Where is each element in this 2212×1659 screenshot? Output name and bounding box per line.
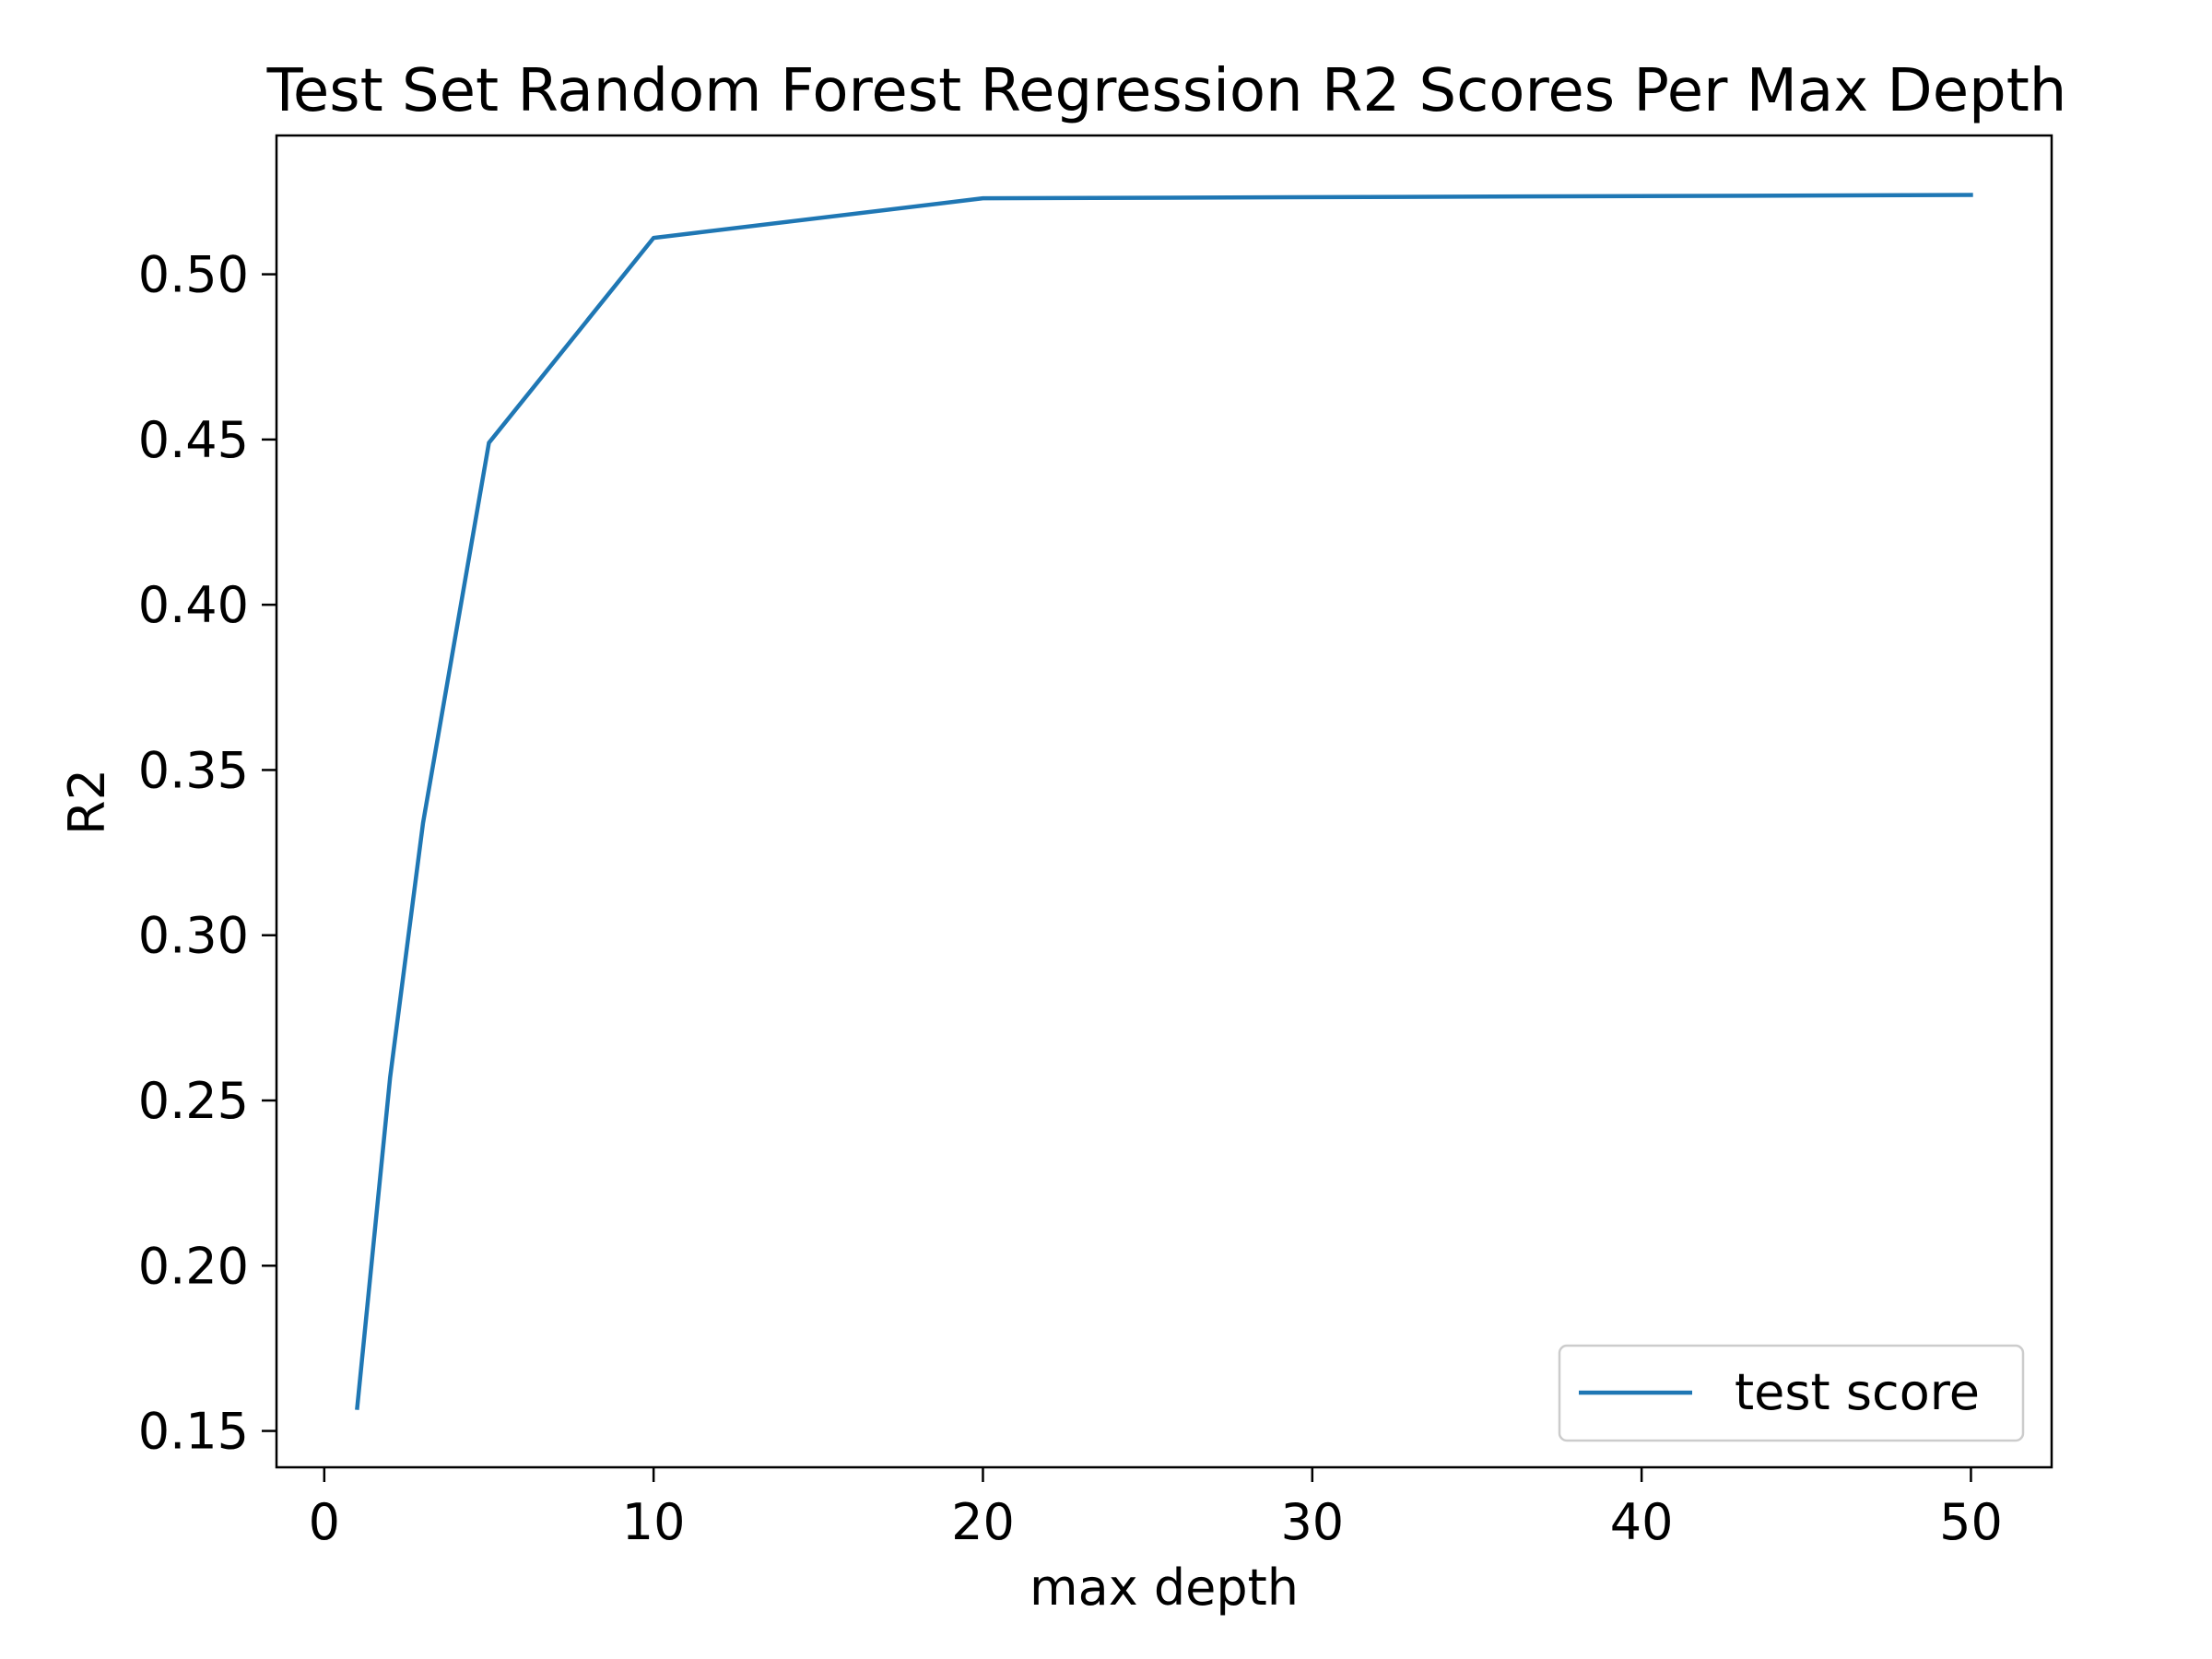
series-layer xyxy=(355,193,1973,1410)
y-tick-label-0.30: 0.30 xyxy=(138,907,249,965)
y-tick-label-0.20: 0.20 xyxy=(138,1237,249,1295)
x-tick-label-50: 50 xyxy=(1939,1493,2003,1551)
legend-label-test-score: test score xyxy=(1735,1363,1980,1421)
plot-area-frame xyxy=(275,134,2053,1469)
y-axis-ticks: 0.15 0.20 0.25 0.30 0.35 0.40 0.45 0.50 xyxy=(138,246,276,1461)
legend: test score xyxy=(1558,1344,2025,1442)
x-tick-label-40: 40 xyxy=(1610,1493,1674,1551)
y-tick-label-0.15: 0.15 xyxy=(138,1403,249,1461)
y-tick-label-0.40: 0.40 xyxy=(138,576,249,634)
x-tick-label-20: 20 xyxy=(951,1493,1015,1551)
x-tick-label-10: 10 xyxy=(622,1493,686,1551)
chart-title: Test Set Random Forest Regression R2 Sco… xyxy=(266,57,2067,125)
legend-box xyxy=(1558,1344,2025,1442)
x-tick-label-30: 30 xyxy=(1280,1493,1344,1551)
x-axis-ticks: 0 10 20 30 40 50 xyxy=(309,1467,2003,1551)
x-axis-label: max depth xyxy=(1030,1559,1299,1617)
y-tick-label-0.35: 0.35 xyxy=(138,741,249,799)
y-tick-label-0.45: 0.45 xyxy=(138,411,249,469)
y-tick-label-0.25: 0.25 xyxy=(138,1072,249,1130)
x-tick-label-0: 0 xyxy=(309,1493,340,1551)
y-tick-label-0.50: 0.50 xyxy=(138,246,249,304)
y-axis-label: R2 xyxy=(58,769,116,835)
